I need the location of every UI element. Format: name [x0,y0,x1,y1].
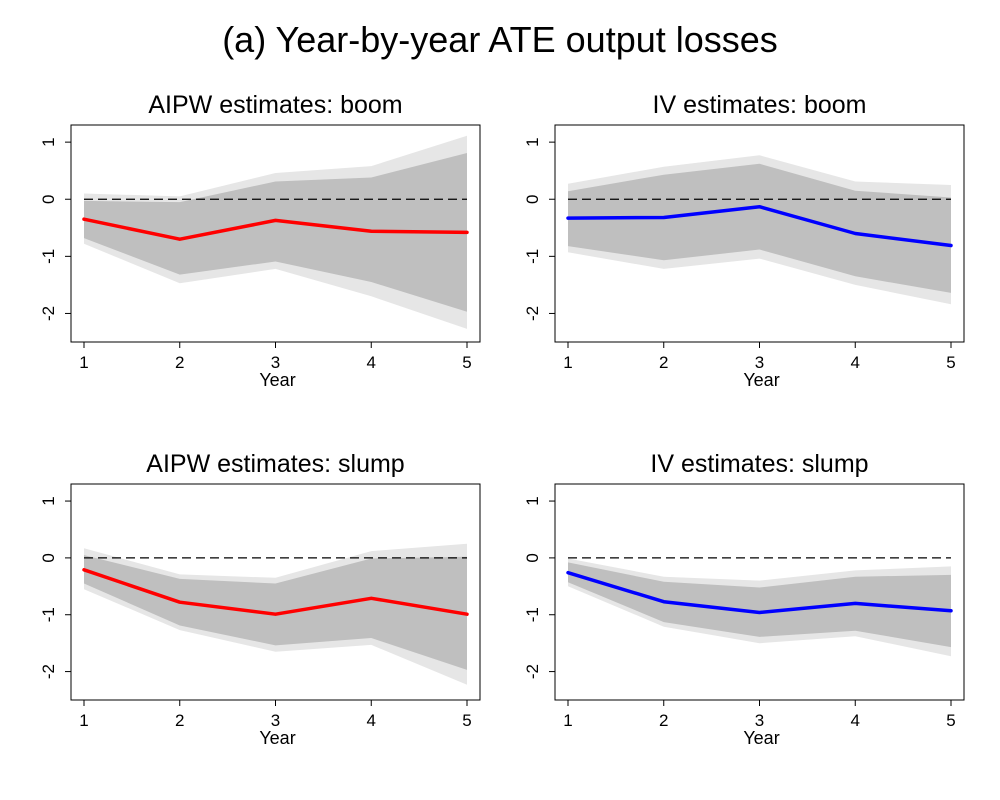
chart-panel: 1 0 -1 -2 1 2 3 4 5 Year AIPW estimates: slump [39,450,481,748]
x-tick-label: 3 [755,353,764,372]
y-tick-label: -1 [523,249,542,264]
y-tick-label: 0 [523,195,542,204]
x-axis-label: Year [259,728,295,748]
y-tick-label: 1 [523,496,542,505]
y-tick-label: -1 [39,249,58,264]
y-tick-label: -2 [39,664,58,679]
x-tick-label: 4 [367,353,376,372]
panel-title: AIPW estimates: slump [146,450,404,478]
chart-panel: 1 0 -1 -2 1 2 3 4 5 Year AIPW estimates: boom [39,91,481,390]
series-line [82,568,469,616]
panel-title: AIPW estimates: boom [148,91,402,119]
figure-title: (a) Year-by-year ATE output losses [222,19,778,60]
x-tick-label: 1 [563,353,572,372]
x-tick-label: 1 [563,711,572,730]
x-tick-label: 2 [175,711,184,730]
series-line [566,570,953,615]
x-tick-label: 3 [755,711,764,730]
x-tick-label: 1 [79,711,88,730]
x-tick-label: 5 [946,711,955,730]
y-tick-label: -2 [523,306,542,321]
y-tick-label: 1 [39,496,58,505]
chart-panel: 1 0 -1 -2 1 2 3 4 5 Year IV estimates: slump [523,450,965,748]
x-tick-label: 4 [851,353,860,372]
x-tick-label: 4 [367,711,376,730]
y-tick-label: 1 [523,137,542,146]
x-axis-label: Year [259,370,295,390]
x-tick-label: 5 [946,353,955,372]
y-tick-label: 0 [39,195,58,204]
x-tick-label: 3 [271,353,280,372]
x-tick-label: 5 [462,353,471,372]
confidence-band-inner [568,562,951,648]
x-tick-label: 2 [659,711,668,730]
x-tick-label: 5 [462,711,471,730]
x-axis-label: Year [743,370,779,390]
series-line [82,217,469,241]
y-tick-label: -2 [39,306,58,321]
y-tick-label: 0 [523,553,542,562]
chart-panel: 1 0 -1 -2 1 2 3 4 5 Year IV estimates: boom [523,91,965,390]
x-tick-label: 1 [79,353,88,372]
panel-title: IV estimates: slump [650,450,868,478]
panel-title: IV estimates: boom [653,91,867,119]
series-line [566,204,953,248]
y-tick-label: -1 [39,607,58,622]
y-tick-label: 1 [39,137,58,146]
x-axis-label: Year [743,728,779,748]
y-tick-label: 0 [39,553,58,562]
x-tick-label: 2 [175,353,184,372]
confidence-band-inner [84,153,467,312]
x-tick-label: 3 [271,711,280,730]
y-tick-label: -2 [523,664,542,679]
confidence-band-inner [568,163,951,293]
y-tick-label: -1 [523,607,542,622]
x-tick-label: 4 [851,711,860,730]
x-tick-label: 2 [659,353,668,372]
